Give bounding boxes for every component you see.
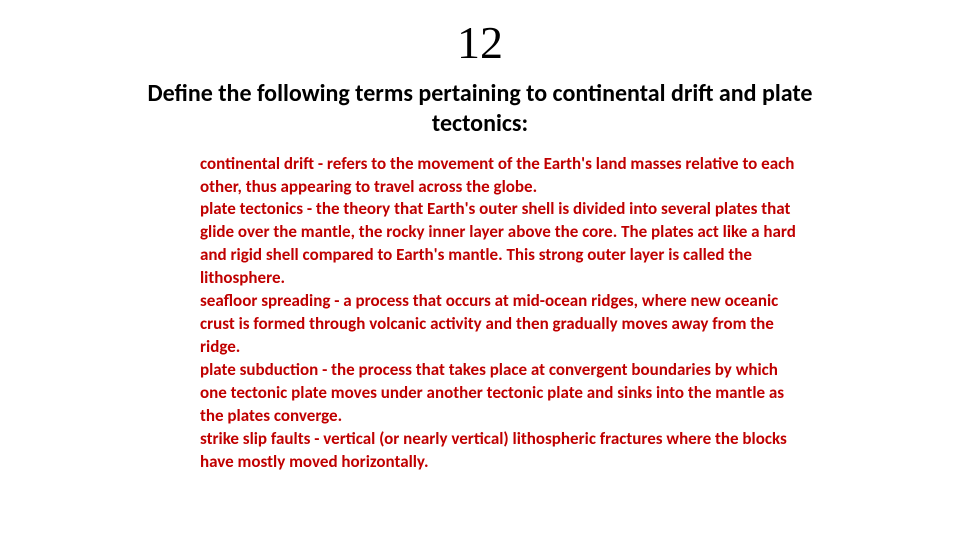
definition-item: seafloor spreading - a process that occu…: [200, 290, 800, 359]
definition-item: strike slip faults - vertical (or nearly…: [200, 428, 800, 474]
definition-item: plate subduction - the process that take…: [200, 359, 800, 428]
slide-number: 12: [40, 18, 920, 69]
definition-item: continental drift - refers to the moveme…: [200, 153, 800, 199]
slide-container: 12 Define the following terms pertaining…: [0, 0, 960, 540]
slide-heading: Define the following terms pertaining to…: [100, 79, 860, 139]
definitions-body: continental drift - refers to the moveme…: [200, 153, 800, 474]
definition-item: plate tectonics - the theory that Earth'…: [200, 198, 800, 290]
